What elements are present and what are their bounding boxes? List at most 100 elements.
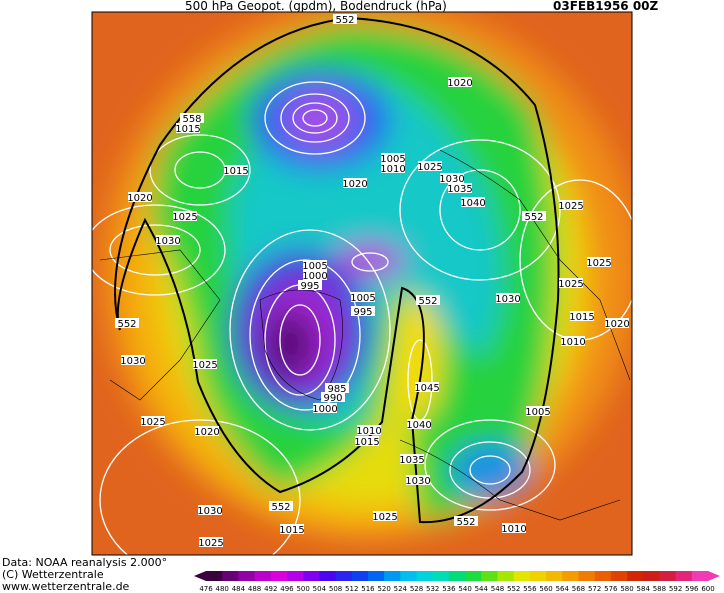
isobar-label: 1015: [569, 312, 594, 323]
isobar-label: 552: [418, 296, 437, 307]
isobar-label: 1005: [302, 261, 327, 272]
colorbar-segment: [254, 571, 272, 581]
isobar-label: 1030: [495, 294, 520, 305]
label-bg: [224, 165, 248, 175]
colorbar-segment: [400, 571, 418, 581]
label-bg: [333, 14, 357, 24]
colorbar-segment: [465, 571, 482, 581]
label-bg: [351, 292, 375, 302]
colorbar-segment: [659, 571, 677, 581]
isobar-label: 1040: [460, 198, 485, 209]
colorbar-tick-label: 528: [410, 585, 423, 593]
isobar-label: 1000: [302, 271, 327, 282]
colorbar-tick-label: 600: [701, 585, 714, 593]
colorbar: 476 480 484 488 492 496 500 504 508 512 516 520 524 5…: [194, 571, 720, 593]
isobar-label: 1025: [192, 360, 217, 371]
label-bg: [448, 183, 472, 193]
label-bg: [522, 211, 546, 221]
label-bg: [406, 475, 430, 485]
colorbar-segment: [448, 571, 466, 581]
label-bg: [559, 278, 583, 288]
colorbar-segment: [513, 571, 531, 581]
colorbar-tick-label: 540: [458, 585, 471, 593]
colorbar-segment: [594, 571, 612, 581]
isobar-label: 1010: [380, 164, 405, 175]
isobar-label: 1030: [120, 356, 145, 367]
isobar-label: 552: [456, 517, 475, 528]
label-bg: [416, 295, 440, 305]
colorbar-segment: [319, 571, 337, 581]
isobar-label: 1005: [525, 407, 550, 418]
colorbar-tick-label: 492: [264, 585, 277, 593]
label-bg: [269, 501, 293, 511]
colorbar-tick-label: 536: [442, 585, 456, 593]
label-bg: [180, 113, 204, 123]
map-title: 500 hPa Geopot. (gpdm), Bodendruck (hPa): [185, 0, 447, 13]
isobar-label: 1015: [223, 166, 248, 177]
label-bg: [605, 318, 629, 328]
isobar-label: 1010: [356, 426, 381, 437]
label-bg: [195, 426, 219, 436]
label-bg: [415, 382, 439, 392]
colorbar-tick-label: 552: [507, 585, 520, 593]
label-bg: [357, 425, 381, 435]
colorbar-tick-label: 548: [491, 585, 504, 593]
colorbar-segment: [286, 571, 304, 581]
isobar-label: 1025: [417, 162, 442, 173]
isobar-label: 990: [323, 393, 342, 404]
colorbar-tick-label: 500: [296, 585, 309, 593]
isobar-label: 1015: [279, 525, 304, 536]
colorbar-segment: [335, 571, 353, 581]
label-bg: [373, 511, 397, 521]
label-bg: [176, 123, 200, 133]
colorbar-segment: [546, 571, 563, 581]
isobar-label: 995: [353, 307, 372, 318]
colorbar-tick-label: 496: [280, 585, 294, 593]
colorbar-tick-label: 512: [345, 585, 358, 593]
colorbar-segment: [206, 571, 223, 581]
colorbar-segment: [351, 571, 369, 581]
colorbar-segment: [222, 571, 239, 581]
colorbar-segment: [303, 571, 320, 581]
label-bg: [561, 336, 585, 346]
label-bg: [298, 280, 322, 290]
colorbar-segment: [675, 571, 693, 581]
label-bg: [381, 153, 405, 163]
isobar-label: 1035: [399, 455, 424, 466]
colorbar-segment: [529, 571, 547, 581]
isobar-label: 1030: [155, 236, 180, 247]
label-bg: [570, 311, 594, 321]
colorbar-tick-label: 488: [248, 585, 261, 593]
label-bg: [173, 211, 197, 221]
isobar-label: 558: [182, 114, 201, 125]
label-bg: [321, 392, 345, 402]
colorbar-segment: [367, 571, 385, 581]
isobar-label: 552: [335, 15, 354, 26]
colorbar-end: [194, 571, 206, 581]
map-date: 03FEB1956 00Z: [553, 0, 659, 13]
label-bg: [121, 355, 145, 365]
colorbar-tick-label: 544: [475, 585, 489, 593]
colorbar-segment: [270, 571, 288, 581]
colorbar-tick-label: 524: [394, 585, 408, 593]
label-bg: [128, 192, 152, 202]
label-bg: [587, 257, 611, 267]
isobar-label: 1025: [172, 212, 197, 223]
isobar-label: 1030: [439, 174, 464, 185]
label-bg: [351, 306, 375, 316]
isobar-label: 1020: [194, 427, 219, 438]
colorbar-tick-label: 520: [377, 585, 390, 593]
isobar-label: 552: [524, 212, 543, 223]
data-source: Data: NOAA reanalysis 2.000°: [2, 556, 167, 569]
label-bg: [496, 293, 520, 303]
map-field: [92, 12, 632, 555]
isobar-label: 1015: [175, 124, 200, 135]
label-bg: [526, 406, 550, 416]
colorbar-tick-label: 564: [556, 585, 570, 593]
isobar-label: 1025: [586, 258, 611, 269]
colorbar-tick-label: 592: [669, 585, 682, 593]
colorbar-tick-label: 516: [361, 585, 375, 593]
label-bg: [454, 516, 478, 526]
colorbar-tick-label: 508: [329, 585, 342, 593]
